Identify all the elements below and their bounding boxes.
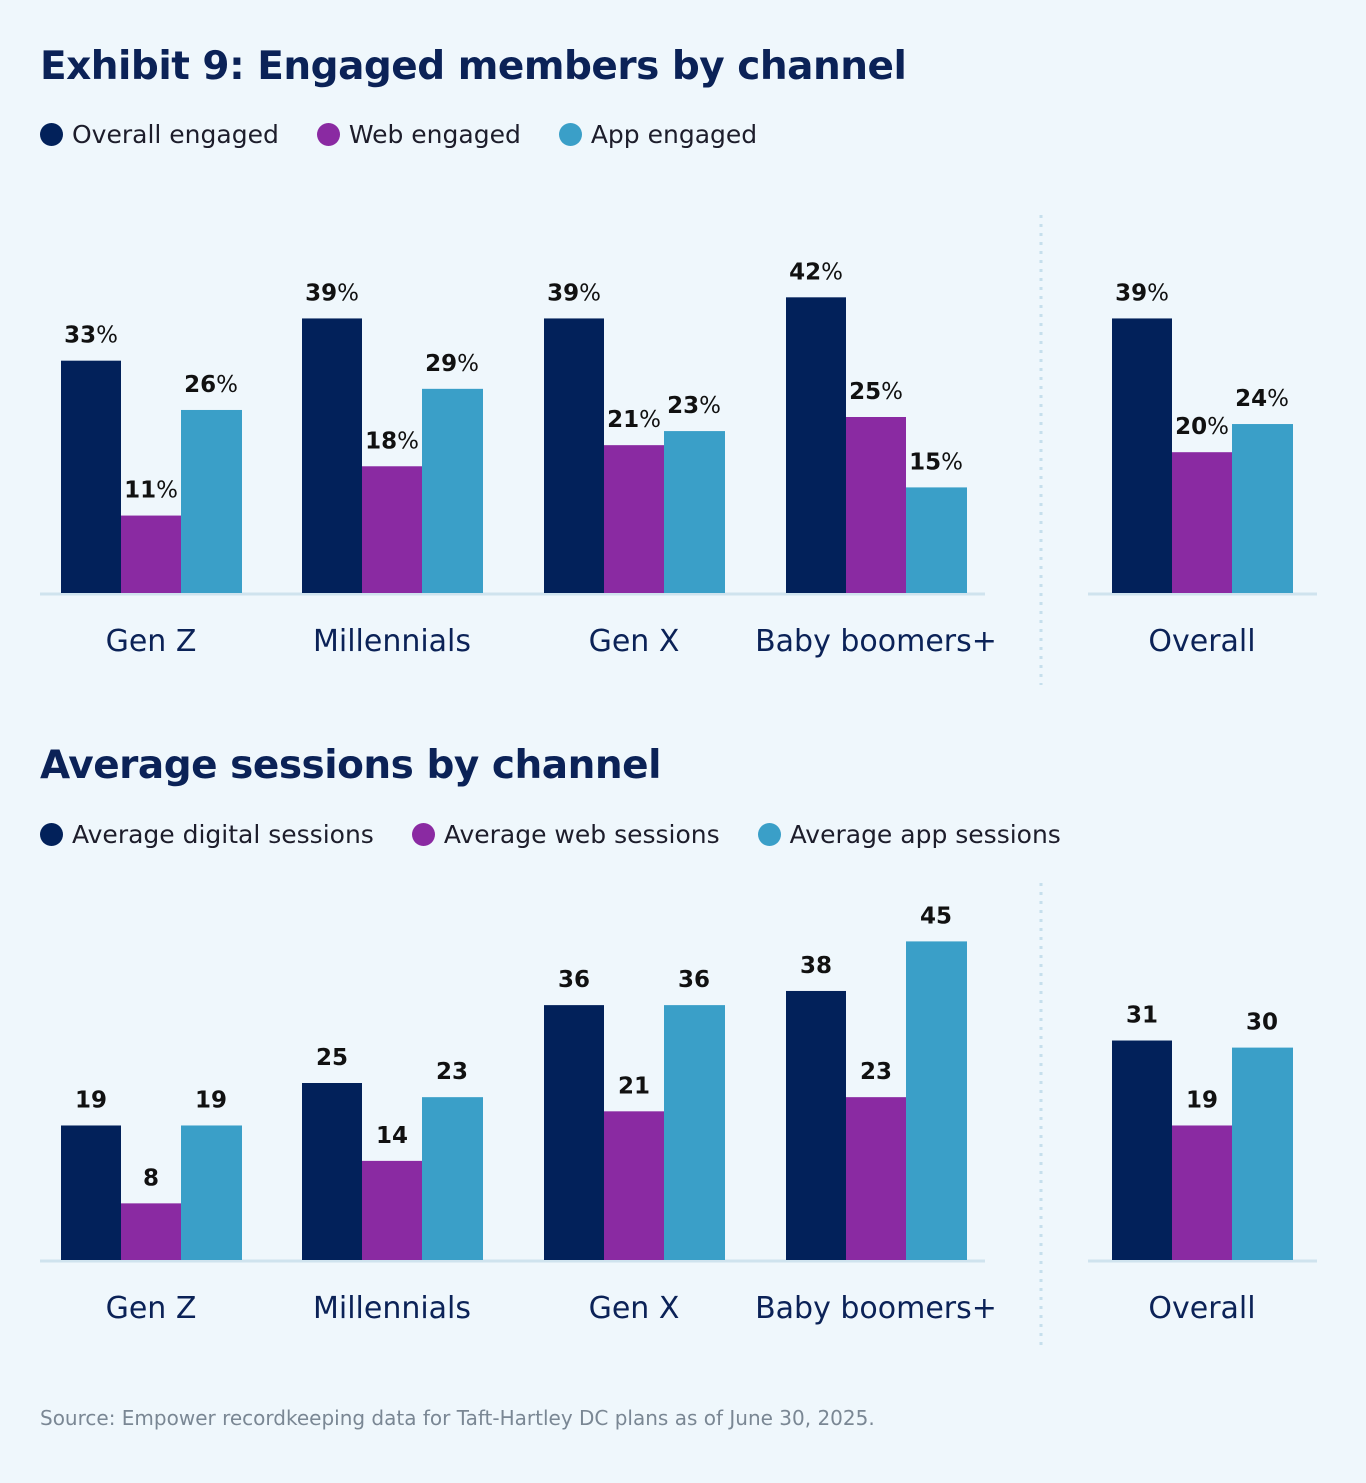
bar <box>664 431 725 593</box>
source-note: Source: Empower recordkeeping data for T… <box>40 1406 875 1430</box>
bar <box>846 417 906 593</box>
data-label: 21% <box>607 407 661 433</box>
data-label: 39% <box>305 280 359 306</box>
data-label: 25% <box>849 379 903 405</box>
bar <box>121 515 181 593</box>
data-label: 19 <box>75 1087 107 1113</box>
data-label: 26% <box>184 372 238 398</box>
bar <box>302 1083 362 1260</box>
bar <box>61 1125 121 1260</box>
legend-dot-icon <box>411 823 435 846</box>
data-label: 20% <box>1175 414 1229 440</box>
bar <box>846 1097 906 1260</box>
legend-label: Average app sessions <box>789 820 1061 849</box>
legend-label: Average digital sessions <box>72 820 374 849</box>
legend-label: App engaged <box>590 120 758 149</box>
bar <box>61 360 121 593</box>
data-label: 36 <box>558 967 590 993</box>
data-label: 23 <box>860 1059 892 1085</box>
bar <box>786 297 846 593</box>
chart-2-legend: Average digital sessions Average web ses… <box>40 820 1061 849</box>
legend-item: Average app sessions <box>757 820 1061 849</box>
data-label: 33% <box>64 323 118 349</box>
data-label: 19 <box>195 1087 227 1113</box>
bar <box>302 318 362 593</box>
bar <box>1232 424 1293 593</box>
bar <box>362 466 422 593</box>
category-label: Gen Z <box>106 1291 197 1326</box>
legend-item: Web engaged <box>316 120 521 149</box>
category-label: Overall <box>1148 1291 1255 1326</box>
category-label: Gen X <box>589 624 680 659</box>
category-label: Gen X <box>589 1291 680 1326</box>
category-label: Gen Z <box>106 624 197 659</box>
bar <box>1112 1040 1172 1260</box>
legend-item: Average web sessions <box>411 820 720 849</box>
data-label: 14 <box>376 1123 408 1149</box>
legend-label: Average web sessions <box>443 820 720 849</box>
data-label: 21 <box>618 1073 650 1099</box>
data-label: 18% <box>365 428 419 454</box>
legend-dot-icon <box>558 123 582 146</box>
data-label: 42% <box>789 259 843 285</box>
data-label: 25 <box>316 1045 348 1071</box>
data-label: 39% <box>1115 280 1169 306</box>
data-label: 15% <box>909 449 963 475</box>
bar <box>1172 452 1232 593</box>
data-label: 30 <box>1246 1010 1278 1036</box>
bar <box>786 990 846 1260</box>
data-label: 23 <box>436 1059 468 1085</box>
bar <box>181 1125 242 1260</box>
bar <box>1172 1125 1232 1260</box>
bar <box>906 487 967 593</box>
category-label: Baby boomers+ <box>755 624 997 659</box>
category-label: Millennials <box>313 624 471 659</box>
legend-dot-icon <box>757 823 781 846</box>
data-label: 8 <box>143 1165 159 1191</box>
bar <box>604 445 664 593</box>
data-label: 29% <box>425 351 479 377</box>
legend-item: Average digital sessions <box>40 820 374 849</box>
bar <box>1232 1047 1293 1260</box>
data-label: 45 <box>920 903 952 929</box>
chart-1-legend: Overall engaged Web engaged App engaged <box>40 120 757 149</box>
bar <box>604 1111 664 1260</box>
category-label: Overall <box>1148 624 1255 659</box>
bar <box>422 388 483 593</box>
chart-1-title: Exhibit 9: Engaged members by channel <box>40 44 907 89</box>
data-label: 31 <box>1126 1003 1158 1029</box>
data-label: 19 <box>1186 1087 1218 1113</box>
legend-dot-icon <box>40 123 63 146</box>
category-label: Baby boomers+ <box>755 1291 997 1326</box>
data-label: 11% <box>124 478 178 504</box>
bar <box>1112 318 1172 593</box>
data-label: 39% <box>547 280 601 306</box>
bar <box>181 409 242 593</box>
bar <box>544 1005 604 1260</box>
data-label: 24% <box>1235 386 1289 412</box>
legend-label: Overall engaged <box>72 120 279 149</box>
data-label: 38 <box>800 953 832 979</box>
bar <box>544 318 604 593</box>
bar <box>362 1160 422 1260</box>
bar <box>422 1097 483 1260</box>
bar <box>906 941 967 1260</box>
category-label: Millennials <box>313 1291 471 1326</box>
bar <box>664 1005 725 1260</box>
legend-item: Overall engaged <box>40 120 279 149</box>
chart-2-title: Average sessions by channel <box>40 743 661 788</box>
data-label: 36 <box>678 967 710 993</box>
legend-dot-icon <box>316 123 340 146</box>
bar <box>121 1203 181 1260</box>
data-label: 23% <box>667 393 721 419</box>
legend-dot-icon <box>40 823 63 846</box>
legend-item: App engaged <box>558 120 758 149</box>
legend-label: Web engaged <box>348 120 521 149</box>
